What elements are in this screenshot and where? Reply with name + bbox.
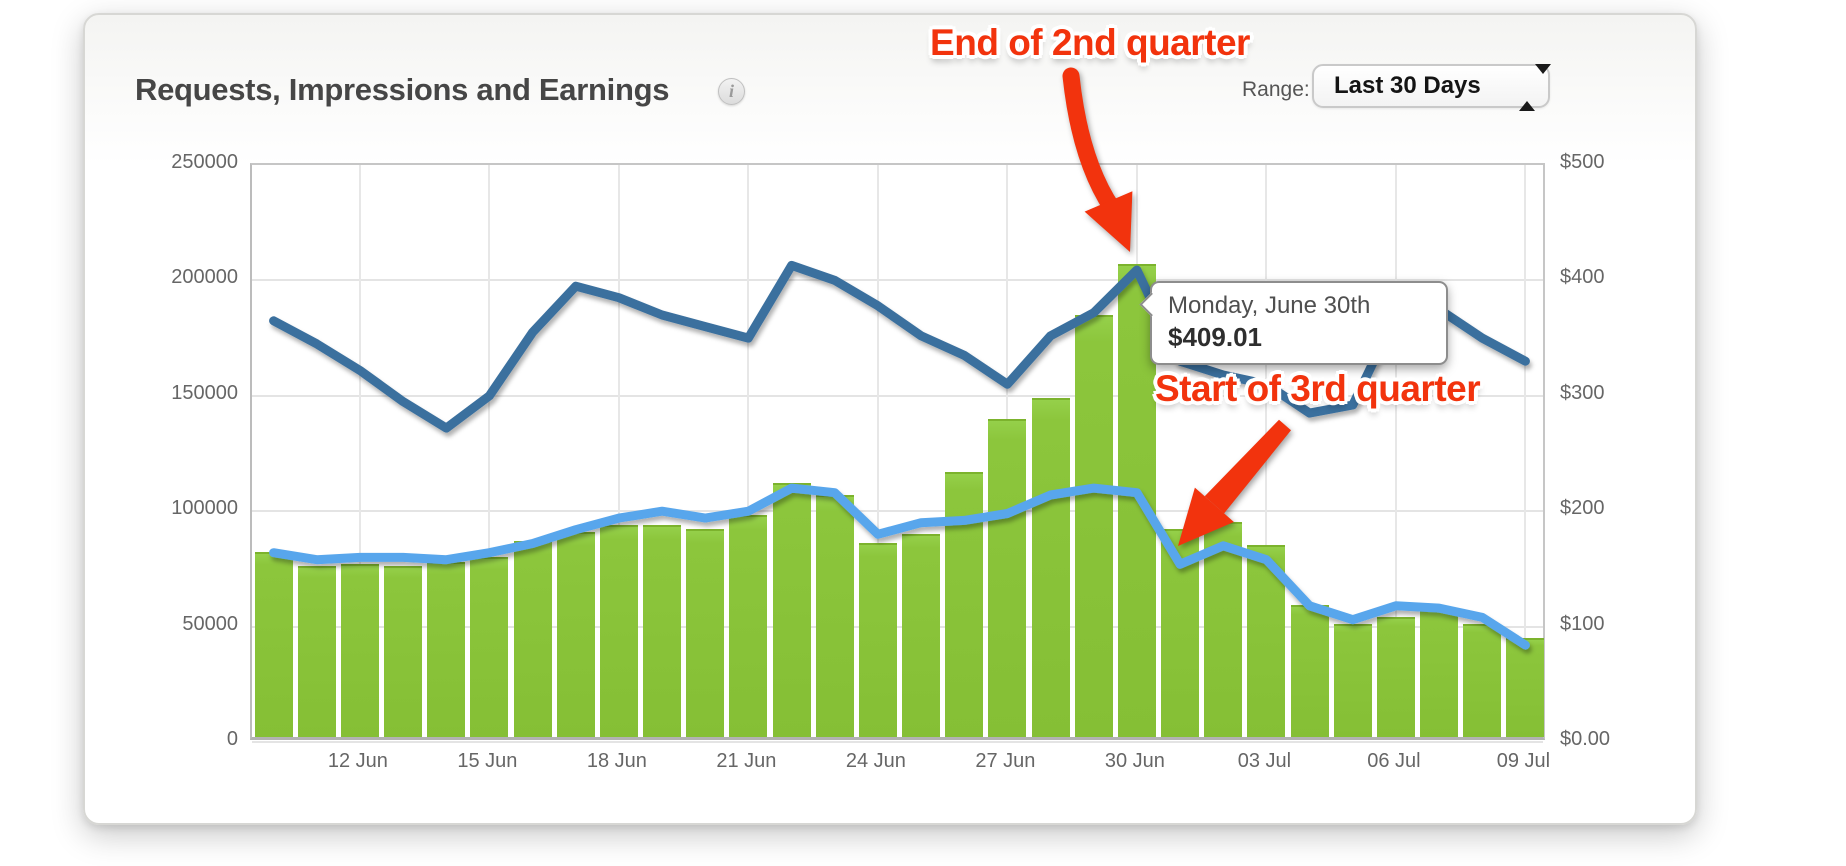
left-axis-label: 150000 [171,381,238,404]
bar-06-jul[interactable] [1376,616,1415,737]
tooltip-value: $409.01 [1168,322,1262,352]
v-gridline [488,165,491,737]
v-gridline [1524,165,1527,737]
h-gridline [252,279,1543,282]
x-tick-label: 15 Jun [457,750,518,772]
right-axis-label: $300 [1560,381,1605,404]
right-axis-label: $400 [1560,266,1605,289]
x-tick-label: 06 Jul [1367,750,1421,772]
chart-tooltip: Monday, June 30th $409.01 [1150,281,1448,365]
h-gridline [252,394,1543,397]
bar-13-jun[interactable] [384,566,423,737]
x-tick-label: 24 Jun [845,750,906,772]
plot-area [250,163,1545,743]
annotation-end-q2: End of 2nd quarter [930,22,1250,63]
bar-27-jun[interactable] [988,418,1027,737]
bar-20-jun[interactable] [686,529,725,737]
bar-19-jun[interactable] [643,524,682,737]
v-gridline [747,165,750,737]
v-gridline [1394,165,1397,737]
bar-29-jun[interactable] [1074,314,1113,737]
info-icon[interactable]: i [718,78,745,105]
bar-14-jun[interactable] [427,561,466,737]
bar-25-jun[interactable] [902,533,941,737]
x-tick-label: 21 Jun [716,750,777,772]
chart-lines [269,260,1530,650]
bar-12-jun[interactable] [340,563,379,737]
annotation-start-q3: Start of 3rd quarter [1155,368,1481,409]
bar-21-jun[interactable] [729,515,768,737]
x-tick-label: 30 Jun [1104,750,1165,772]
h-gridline [252,510,1543,513]
bar-11-jun[interactable] [297,566,336,737]
tooltip-date: Monday, June 30th [1168,292,1371,319]
bar-09-jul[interactable] [1506,637,1545,737]
v-gridline [358,165,361,737]
bar-23-jun[interactable] [815,494,854,737]
x-tick-label: 09 Jul [1496,750,1551,772]
bar-28-jun[interactable] [1031,397,1070,737]
bar-24-jun[interactable] [858,543,897,737]
h-gridline [252,625,1543,628]
bar-17-jun[interactable] [556,531,595,737]
x-tick-label: 27 Jun [975,750,1036,772]
bar-15-jun[interactable] [470,556,509,737]
v-gridline [617,165,620,737]
bar-22-jun[interactable] [772,483,811,737]
right-axis-label: $0.00 [1560,728,1611,750]
x-tick-label: 03 Jul [1237,750,1292,772]
range-select-value: Last 30 Days [1334,72,1481,99]
left-axis-label: 0 [226,728,238,750]
left-axis-label: 50000 [182,612,238,635]
left-axis-label: 250000 [171,151,238,173]
h-gridline [252,741,1543,743]
range-label: Range: [1242,78,1310,101]
x-tick-label: 18 Jun [586,750,647,772]
page-title: Requests, Impressions and Earnings [135,72,670,107]
x-tick-label: 12 Jun [327,750,388,772]
range-select[interactable]: Last 30 Days [1312,64,1551,111]
v-gridline [876,165,879,737]
bar-04-jul[interactable] [1290,605,1329,737]
bar-05-jul[interactable] [1333,623,1372,737]
bar-07-jul[interactable] [1420,610,1459,737]
bar-08-jul[interactable] [1463,623,1502,737]
bar-02-jul[interactable] [1204,522,1243,737]
earnings-line [269,260,1530,433]
right-axis-label: $100 [1560,612,1605,635]
impressions-line [269,483,1530,650]
right-axis-label: $200 [1560,497,1605,520]
right-axis-label: $500 [1560,151,1605,173]
bar-18-jun[interactable] [599,524,638,737]
select-arrows-icon [1519,64,1551,111]
left-axis-label: 100000 [171,497,238,520]
left-axis-label: 200000 [171,266,238,289]
